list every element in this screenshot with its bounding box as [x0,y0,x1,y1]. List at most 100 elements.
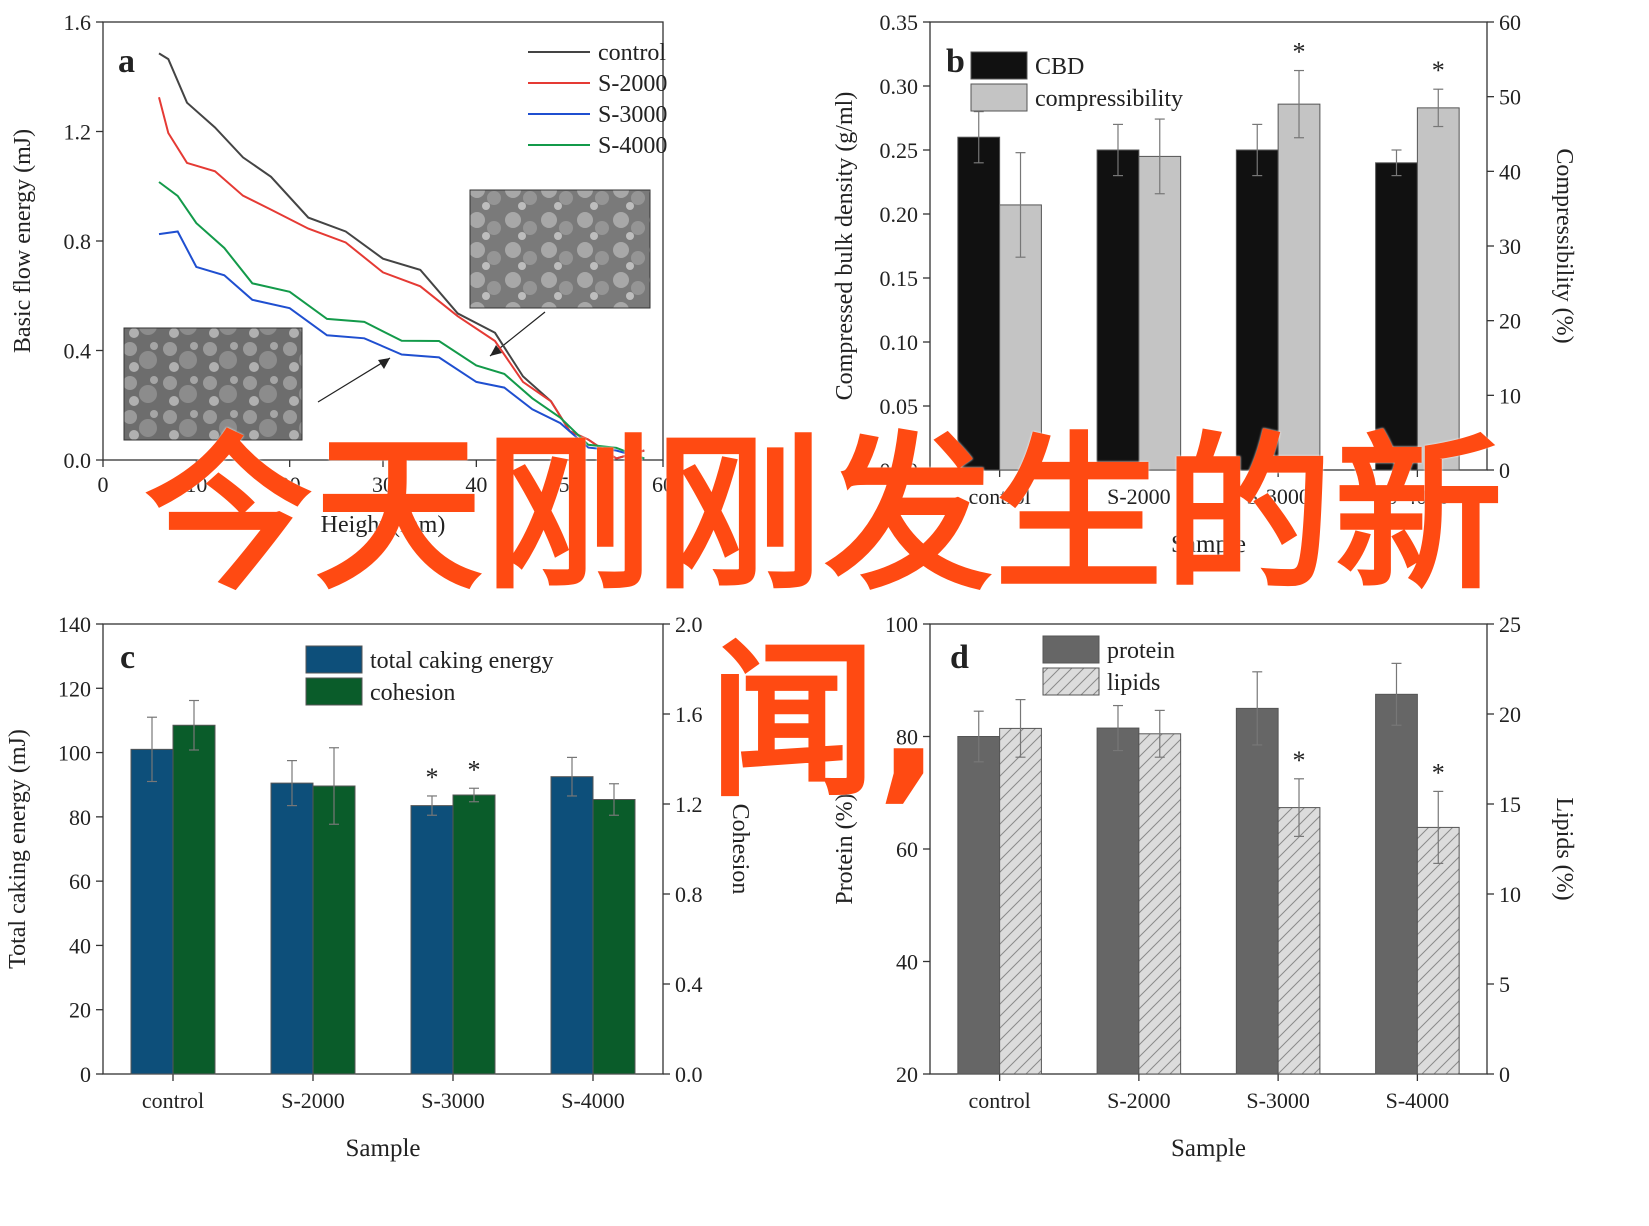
legend-label-control: control [598,40,666,66]
panel-b-x-tick-label: control [968,484,1030,509]
panel-c-x-tick-label: control [142,1088,204,1113]
panel-b-y-right-tick-label: 0 [1499,458,1510,483]
sem-micrograph-left [123,327,303,441]
panel-d-y-axis-label: Protein (%) [832,793,858,904]
panel-c-bar-total caking energy [410,805,454,1075]
panel-d-y-right-tick-label: 5 [1499,972,1510,997]
panel-a-series-line-S-4000 [158,181,645,460]
panel-c-y-axis-label: Total caking energy (mJ) [5,729,31,969]
panel-d-y-right-axis-label: Lipids (%) [1551,797,1577,900]
panel-d-bar-lipids [1416,826,1460,1075]
panel-d-label: d [950,639,969,676]
panel-d-bar-protein [957,736,1001,1075]
legend-label-compressibility: compressibility [1035,86,1183,112]
panel-c-y-tick-label: 100 [58,741,91,766]
panel-b-x-axis-label: Sample [1171,531,1246,558]
panel-a-x-tick-label: 60 [652,472,674,497]
panel-c-y-tick-label: 120 [58,676,91,701]
panel-d-x-tick-label: S-2000 [1107,1088,1171,1113]
panel-d-x-tick-label: S-4000 [1386,1088,1450,1113]
panel-d-bar-lipids [1277,807,1321,1075]
legend-label-protein: protein [1107,638,1175,664]
panel-d-bar-protein [1235,707,1279,1075]
panel-d-y-tick-label: 80 [896,725,918,750]
panel-c-x-tick-label: S-4000 [561,1088,625,1113]
panel-d-x-axis-label: Sample [1171,1135,1246,1162]
panel-a-label: a [118,43,135,80]
panel-b-y-tick-label: 0.30 [880,74,919,99]
panel-c-y-tick-label: 20 [69,998,91,1023]
panel-b-label: b [946,43,965,80]
panel-a-y-axis-label: Basic flow energy (mJ) [10,129,36,353]
sem-micrograph-right [469,189,651,309]
panel-c-x-tick-label: S-2000 [281,1088,345,1113]
panel-c-y-tick-label: 80 [69,805,91,830]
panel-a-y-tick-label: 1.2 [64,120,92,145]
panel-c-bar-cohesion [312,785,356,1075]
panel-d-y-tick-label: 60 [896,837,918,862]
panel-b-y-tick-label: 0.20 [880,202,919,227]
inset-arrow-left [317,357,391,403]
panel-a-x-tick-label: 10 [185,472,207,497]
panel-b-bar-compressibility [999,204,1042,471]
panel-a-x-tick-label: 0 [98,472,109,497]
panel-d-x-tick-label: S-3000 [1246,1088,1310,1113]
panel-c-chart: 0 20 40 60 80 100 120 140 0.0 0.4 0.8 1.2 1.6 2.0 Tota… [5,612,753,1162]
panel-a-x-tick-label: 20 [279,472,301,497]
panel-c-y-right-tick-label: 0.8 [675,882,703,907]
panel-c-y-right-tick-label: 2.0 [675,612,703,637]
inset-arrow-left-head [378,358,390,369]
legend-label-cohesion: cohesion [370,680,455,706]
panel-b-x-tick-label: S-2000 [1107,484,1171,509]
panel-c-y-tick-label: 0 [80,1062,91,1087]
panel-c-y-tick-label: 60 [69,869,91,894]
panel-a-y-tick-label: 0.4 [64,339,92,364]
panel-b-chart: 0.00 0.05 0.10 0.15 0.20 0.25 0.30 0.35 0 10 20 30 4… [832,10,1577,558]
panel-b-y-right-axis-label: Compressibility (%) [1551,148,1577,343]
legend-swatch-protein [1042,635,1100,664]
panel-b-y-right-tick-label: 20 [1499,309,1521,334]
panel-d-y-tick-label: 100 [885,612,918,637]
panel-b-y-tick-label: 0.05 [880,394,919,419]
legend-swatch-lipids [1042,667,1100,696]
panel-d-y-right-tick-label: 15 [1499,792,1521,817]
panel-a-y-tick-label: 0.8 [64,229,92,254]
panel-d-y-right-tick-label: 20 [1499,702,1521,727]
panel-b-significance-mark: * [1293,38,1306,67]
panel-c-y-tick-label: 140 [58,612,91,637]
panel-d-y-tick-label: 20 [896,1062,918,1087]
panel-b-y-tick-label: 0.00 [880,458,919,483]
panel-d-bar-protein [1096,727,1140,1075]
panel-c-bar-cohesion [172,724,216,1075]
panel-a-x-tick-label: 30 [372,472,394,497]
panel-b-y-right-tick-label: 30 [1499,234,1521,259]
panel-b-y-tick-label: 0.25 [880,138,919,163]
legend-label-CBD: CBD [1035,54,1084,80]
panel-c-bar-total caking energy [270,782,314,1075]
panel-c-x-tick-label: S-3000 [421,1088,485,1113]
panel-b-x-tick-label: S-4000 [1386,484,1450,509]
panel-a-chart: 0.0 0.4 0.8 1.2 1.6 0 10 20 30 40 50 60 Basic flow e… [10,10,674,538]
panel-c-label: c [120,639,135,676]
panel-a-x-tick-label: 50 [559,472,581,497]
panel-b-y-right-tick-label: 50 [1499,85,1521,110]
panel-c-bar-total caking energy [130,748,174,1075]
legend-swatch-cohesion [305,677,363,706]
panel-a-series-line-S-2000 [158,96,645,460]
panel-c-y-right-tick-label: 1.2 [675,792,703,817]
panel-c-y-right-axis-label: Cohesion [727,804,753,895]
panel-d-significance-mark: * [1293,746,1306,775]
panel-d-bar-lipids [999,727,1042,1075]
panel-c-bar-cohesion [592,799,636,1075]
legend-swatch-compressibility [970,83,1028,112]
panel-b-bar-CBD [1375,162,1418,471]
panel-b-x-tick-label: S-3000 [1246,484,1310,509]
legend-label-S-4000: S-4000 [598,133,667,159]
panel-d-bar-protein [1375,693,1418,1075]
panel-d-bar-lipids [1138,733,1182,1075]
panel-a-series-line-S-3000 [158,230,645,460]
panel-c-bar-cohesion [452,794,496,1075]
panel-c-y-right-tick-label: 1.6 [675,702,703,727]
legend-label-S-3000: S-3000 [598,102,667,128]
panel-d-y-tick-label: 40 [896,950,918,975]
